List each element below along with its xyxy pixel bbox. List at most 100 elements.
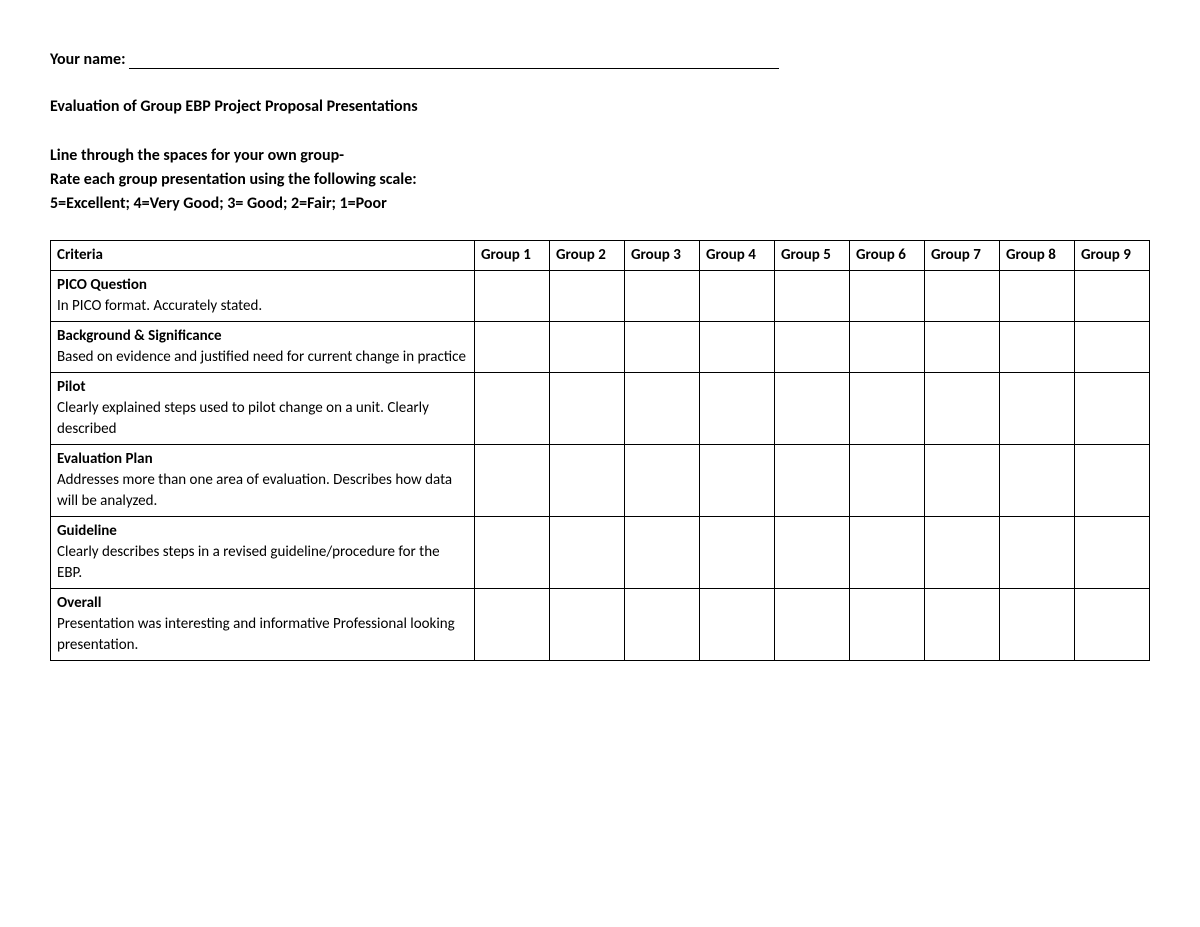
rating-cell[interactable]	[774, 589, 849, 661]
rating-cell[interactable]	[624, 322, 699, 373]
rating-cell[interactable]	[999, 589, 1074, 661]
rating-cell[interactable]	[1074, 271, 1149, 322]
name-input-line[interactable]	[129, 55, 779, 69]
name-label: Your name:	[50, 50, 125, 69]
rating-cell[interactable]	[549, 271, 624, 322]
rating-cell[interactable]	[624, 271, 699, 322]
instruction-line-1: Line through the spaces for your own gro…	[50, 144, 1150, 168]
rating-cell[interactable]	[1074, 322, 1149, 373]
rating-cell[interactable]	[849, 322, 924, 373]
rating-cell[interactable]	[999, 373, 1074, 445]
rating-cell[interactable]	[774, 373, 849, 445]
table-row: Evaluation Plan Addresses more than one …	[51, 445, 1150, 517]
rating-cell[interactable]	[474, 373, 549, 445]
group-header-6: Group 6	[849, 241, 924, 271]
rating-cell[interactable]	[699, 589, 774, 661]
rating-cell[interactable]	[849, 589, 924, 661]
group-label: Group 4	[706, 245, 768, 266]
page-title: Evaluation of Group EBP Project Proposal…	[50, 97, 1150, 116]
criteria-cell: Pilot Clearly explained steps used to pi…	[51, 373, 475, 445]
rating-cell[interactable]	[924, 322, 999, 373]
rating-cell[interactable]	[849, 373, 924, 445]
rating-cell[interactable]	[699, 271, 774, 322]
rating-cell[interactable]	[849, 271, 924, 322]
rating-cell[interactable]	[549, 373, 624, 445]
rating-cell[interactable]	[924, 373, 999, 445]
group-label: Group 9	[1081, 245, 1143, 266]
criteria-cell: PICO Question In PICO format. Accurately…	[51, 271, 475, 322]
rating-cell[interactable]	[699, 445, 774, 517]
criteria-title: Evaluation Plan	[57, 449, 468, 470]
rating-cell[interactable]	[699, 322, 774, 373]
group-header-1: Group 1	[474, 241, 549, 271]
rating-cell[interactable]	[924, 271, 999, 322]
group-label: Group 3	[631, 245, 693, 266]
rating-cell[interactable]	[849, 445, 924, 517]
rating-cell[interactable]	[999, 517, 1074, 589]
rating-cell[interactable]	[924, 517, 999, 589]
rating-cell[interactable]	[549, 322, 624, 373]
criteria-cell: Overall Presentation was interesting and…	[51, 589, 475, 661]
rating-cell[interactable]	[849, 517, 924, 589]
instruction-line-3: 5=Excellent; 4=Very Good; 3= Good; 2=Fai…	[50, 192, 1150, 216]
rating-cell[interactable]	[624, 373, 699, 445]
rating-cell[interactable]	[474, 322, 549, 373]
table-body: PICO Question In PICO format. Accurately…	[51, 271, 1150, 661]
rating-cell[interactable]	[624, 445, 699, 517]
instruction-line-2: Rate each group presentation using the f…	[50, 168, 1150, 192]
table-row: Background & Significance Based on evide…	[51, 322, 1150, 373]
criteria-desc: Presentation was interesting and informa…	[57, 614, 468, 656]
group-header-3: Group 3	[624, 241, 699, 271]
group-label: Group 2	[556, 245, 618, 266]
group-header-5: Group 5	[774, 241, 849, 271]
group-label: Group 6	[856, 245, 918, 266]
group-header-7: Group 7	[924, 241, 999, 271]
rating-cell[interactable]	[774, 271, 849, 322]
rating-cell[interactable]	[774, 322, 849, 373]
table-row: Guideline Clearly describes steps in a r…	[51, 517, 1150, 589]
criteria-desc: In PICO format. Accurately stated.	[57, 296, 468, 317]
criteria-desc: Based on evidence and justified need for…	[57, 347, 468, 368]
rating-cell[interactable]	[549, 445, 624, 517]
group-label: Group 5	[781, 245, 843, 266]
criteria-desc: Addresses more than one area of evaluati…	[57, 470, 468, 512]
table-row: Pilot Clearly explained steps used to pi…	[51, 373, 1150, 445]
rating-cell[interactable]	[699, 517, 774, 589]
group-header-2: Group 2	[549, 241, 624, 271]
rating-cell[interactable]	[924, 445, 999, 517]
rating-cell[interactable]	[1074, 589, 1149, 661]
rating-cell[interactable]	[474, 589, 549, 661]
criteria-title: Background & Significance	[57, 326, 468, 347]
rating-cell[interactable]	[999, 322, 1074, 373]
group-header-8: Group 8	[999, 241, 1074, 271]
evaluation-table: Criteria Group 1 Group 2 Group 3 Group 4…	[50, 240, 1150, 661]
rating-cell[interactable]	[999, 271, 1074, 322]
name-field-line: Your name:	[50, 50, 1150, 69]
group-label: Group 8	[1006, 245, 1068, 266]
instructions-block: Line through the spaces for your own gro…	[50, 144, 1150, 216]
rating-cell[interactable]	[699, 373, 774, 445]
criteria-cell: Evaluation Plan Addresses more than one …	[51, 445, 475, 517]
rating-cell[interactable]	[774, 445, 849, 517]
criteria-desc: Clearly explained steps used to pilot ch…	[57, 398, 468, 440]
rating-cell[interactable]	[1074, 373, 1149, 445]
rating-cell[interactable]	[1074, 517, 1149, 589]
rating-cell[interactable]	[924, 589, 999, 661]
criteria-title: Guideline	[57, 521, 468, 542]
rating-cell[interactable]	[624, 589, 699, 661]
rating-cell[interactable]	[1074, 445, 1149, 517]
table-row: PICO Question In PICO format. Accurately…	[51, 271, 1150, 322]
rating-cell[interactable]	[999, 445, 1074, 517]
criteria-header-text: Criteria	[57, 245, 468, 266]
table-header-row: Criteria Group 1 Group 2 Group 3 Group 4…	[51, 241, 1150, 271]
rating-cell[interactable]	[774, 517, 849, 589]
table-row: Overall Presentation was interesting and…	[51, 589, 1150, 661]
rating-cell[interactable]	[474, 271, 549, 322]
criteria-cell: Background & Significance Based on evide…	[51, 322, 475, 373]
rating-cell[interactable]	[474, 517, 549, 589]
rating-cell[interactable]	[549, 589, 624, 661]
criteria-title: Pilot	[57, 377, 468, 398]
rating-cell[interactable]	[624, 517, 699, 589]
rating-cell[interactable]	[474, 445, 549, 517]
rating-cell[interactable]	[549, 517, 624, 589]
